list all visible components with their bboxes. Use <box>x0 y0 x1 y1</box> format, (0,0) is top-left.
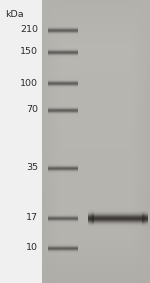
Text: 10: 10 <box>26 243 38 252</box>
Text: 100: 100 <box>20 78 38 87</box>
Text: 150: 150 <box>20 48 38 57</box>
Text: 210: 210 <box>20 25 38 35</box>
Text: kDa: kDa <box>5 10 24 19</box>
Text: 35: 35 <box>26 164 38 173</box>
Text: 17: 17 <box>26 213 38 222</box>
Text: 70: 70 <box>26 106 38 115</box>
